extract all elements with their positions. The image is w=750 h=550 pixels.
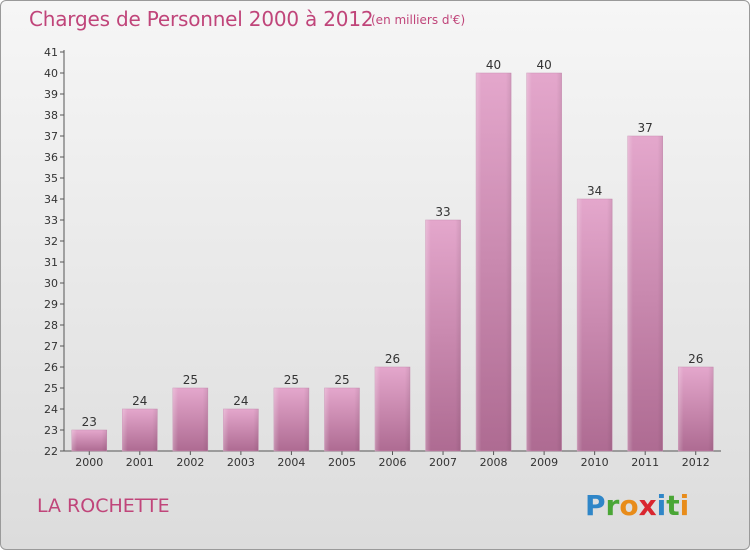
y-tick-label: 25 bbox=[44, 382, 58, 395]
value-label-2002: 25 bbox=[183, 373, 198, 387]
x-tick-label-2008: 2008 bbox=[480, 456, 508, 469]
value-label-2010: 34 bbox=[587, 184, 602, 198]
bar-highlight bbox=[425, 220, 461, 451]
value-label-2011: 37 bbox=[638, 121, 653, 135]
y-tick-label: 23 bbox=[44, 424, 58, 437]
chart-bars bbox=[71, 72, 714, 452]
x-tick-label-2009: 2009 bbox=[530, 456, 558, 469]
value-label-2003: 24 bbox=[233, 394, 248, 408]
y-tick-label: 35 bbox=[44, 172, 58, 185]
commune-name: LA ROCHETTE bbox=[37, 495, 170, 517]
y-tick-label: 24 bbox=[44, 403, 58, 416]
bar-highlight bbox=[375, 367, 410, 451]
bar-highlight bbox=[526, 73, 562, 451]
y-tick-label: 22 bbox=[44, 445, 58, 458]
x-tick-label-2010: 2010 bbox=[581, 456, 609, 469]
y-tick-label: 40 bbox=[44, 67, 58, 80]
chart-labels: 22 23 24 25 26 27 28 29 30 31 32 33 34 35 36 37 38 39 40 41… bbox=[44, 46, 710, 469]
bar-highlight bbox=[324, 388, 360, 451]
x-tick-label-2000: 2000 bbox=[75, 456, 103, 469]
value-label-2012: 26 bbox=[688, 352, 703, 366]
x-tick-label-2004: 2004 bbox=[277, 456, 305, 469]
value-label-2007: 33 bbox=[435, 205, 450, 219]
y-tick-label: 34 bbox=[44, 193, 58, 206]
value-label-2001: 24 bbox=[132, 394, 147, 408]
value-label-2009: 40 bbox=[536, 58, 551, 72]
y-tick-label: 41 bbox=[44, 46, 58, 59]
y-tick-label: 33 bbox=[44, 214, 58, 227]
x-tick-label-2011: 2011 bbox=[631, 456, 659, 469]
y-tick-label: 38 bbox=[44, 109, 58, 122]
value-label-2008: 40 bbox=[486, 58, 501, 72]
y-tick-label: 32 bbox=[44, 235, 58, 248]
value-label-2006: 26 bbox=[385, 352, 400, 366]
bar-highlight bbox=[476, 73, 512, 451]
x-tick-label-2012: 2012 bbox=[682, 456, 710, 469]
x-tick-label-2005: 2005 bbox=[328, 456, 356, 469]
bar-highlight bbox=[273, 388, 309, 451]
y-tick-label: 27 bbox=[44, 340, 58, 353]
y-tick-label: 37 bbox=[44, 130, 58, 143]
y-tick-label: 28 bbox=[44, 319, 58, 332]
y-tick-label: 29 bbox=[44, 298, 58, 311]
value-label-2005: 25 bbox=[334, 373, 349, 387]
bar-highlight bbox=[627, 136, 663, 451]
proxiti-logo: Proxiti bbox=[585, 489, 690, 522]
bar-highlight bbox=[678, 367, 714, 451]
bar-highlight bbox=[71, 430, 107, 451]
chart-subtitle: (en milliers d'€) bbox=[371, 13, 466, 27]
y-tick-label: 39 bbox=[44, 88, 58, 101]
y-tick-label: 26 bbox=[44, 361, 58, 374]
y-tick-label: 31 bbox=[44, 256, 58, 269]
x-tick-label-2003: 2003 bbox=[227, 456, 255, 469]
bar-highlight bbox=[577, 199, 613, 451]
bar-highlight bbox=[223, 409, 259, 451]
value-label-2004: 25 bbox=[284, 373, 299, 387]
y-tick-label: 30 bbox=[44, 277, 58, 290]
x-tick-label-2006: 2006 bbox=[379, 456, 407, 469]
chart-title: Charges de Personnel 2000 à 2012 bbox=[29, 7, 374, 31]
x-tick-label-2001: 2001 bbox=[126, 456, 154, 469]
value-label-2000: 23 bbox=[82, 415, 97, 429]
y-tick-label: 36 bbox=[44, 151, 58, 164]
bar-highlight bbox=[172, 388, 208, 451]
x-tick-label-2002: 2002 bbox=[176, 456, 204, 469]
x-tick-label-2007: 2007 bbox=[429, 456, 457, 469]
bar-highlight bbox=[122, 409, 158, 451]
